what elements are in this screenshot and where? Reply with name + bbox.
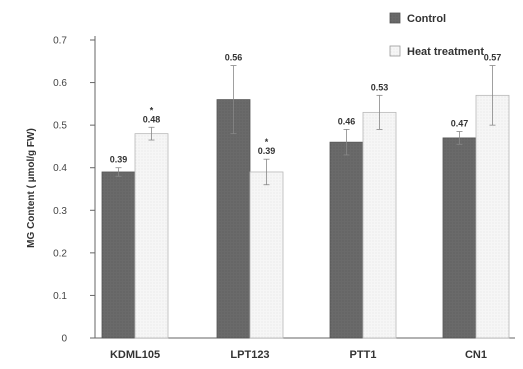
- data-label: 0.47: [451, 119, 469, 129]
- y-tick-label: 0.4: [53, 163, 67, 174]
- legend: Control Heat treatment: [389, 12, 484, 58]
- legend-label: Heat treatment: [407, 46, 484, 58]
- bar-control: [329, 141, 364, 339]
- x-tick-label: CN1: [465, 349, 487, 361]
- data-label: 0.57: [484, 53, 502, 63]
- bar-control: [442, 137, 477, 339]
- bar-control: [216, 99, 251, 339]
- y-tick-label: 0.5: [53, 121, 67, 132]
- data-label: 0.56: [225, 53, 243, 63]
- bar-heat-treatment: [134, 133, 169, 339]
- y-tick-label: 0.6: [53, 78, 67, 89]
- y-tick-label: 0.3: [53, 206, 67, 217]
- bar-control: [101, 171, 136, 339]
- data-label: 0.48: [143, 114, 161, 124]
- legend-swatch: [389, 12, 401, 24]
- data-label: 0.39: [258, 146, 276, 156]
- significance-marker: *: [150, 105, 154, 115]
- x-tick-label: LPT123: [230, 349, 269, 361]
- significance-marker: *: [265, 137, 269, 147]
- y-tick-label: 0.7: [53, 36, 67, 47]
- bar-heat-treatment: [475, 94, 510, 339]
- bar-heat-treatment: [249, 171, 284, 339]
- legend-label: Control: [407, 13, 446, 25]
- y-axis-label: MG Content ( µmol/g FW): [26, 128, 37, 248]
- data-label: 0.46: [338, 116, 356, 126]
- y-tick-label: 0.1: [53, 291, 67, 302]
- x-tick-label: PTT1: [350, 349, 377, 361]
- legend-swatch: [389, 45, 401, 57]
- bar-heat-treatment: [362, 111, 397, 339]
- data-label: 0.39: [110, 155, 128, 165]
- bars: 0.39 0.48 KDML105 0.56 0.39 LPT123 0.46 0.53 PTT…: [101, 53, 510, 361]
- y-tick-label: 0.2: [53, 248, 67, 259]
- y-tick-label: 0: [61, 334, 67, 345]
- data-label: 0.53: [371, 82, 389, 92]
- x-tick-label: KDML105: [110, 349, 160, 361]
